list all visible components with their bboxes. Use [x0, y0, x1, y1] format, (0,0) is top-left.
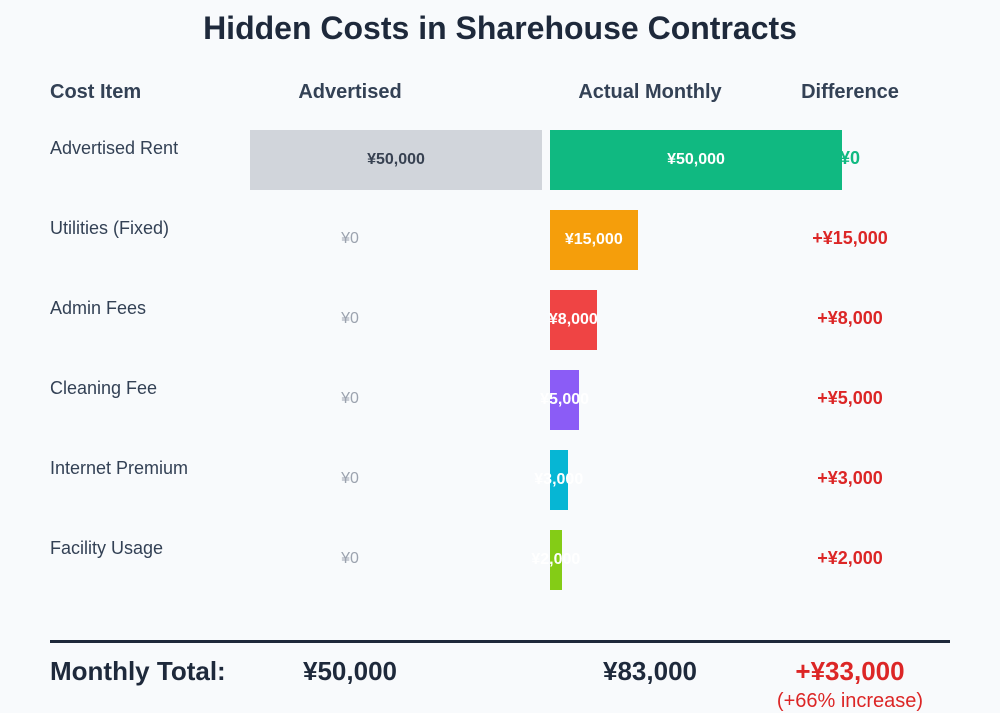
header-difference: Difference	[801, 81, 899, 103]
difference-label: +¥3,000	[817, 468, 883, 488]
actual-bar	[550, 370, 580, 430]
difference-label: +¥8,000	[817, 308, 883, 328]
advertised-zero-label: ¥0	[341, 310, 359, 327]
advertised-zero-label: ¥0	[341, 390, 359, 407]
category-label: Admin Fees	[50, 298, 147, 318]
advertised-zero-label: ¥0	[341, 230, 359, 247]
header-actual: Actual Monthly	[578, 81, 722, 103]
total-advertised: ¥50,000	[303, 656, 397, 686]
total-difference: +¥33,000	[795, 656, 905, 686]
advertised-zero-label: ¥0	[341, 470, 359, 487]
difference-label: ¥0	[839, 148, 861, 168]
advertised-bar-label: ¥50,000	[367, 151, 425, 168]
actual-bar-label: ¥8,000	[548, 311, 598, 328]
total-label: Monthly Total:	[50, 656, 226, 686]
difference-label: +¥15,000	[812, 228, 888, 248]
category-label: Internet Premium	[50, 458, 189, 478]
advertised-zero-label: ¥0	[341, 550, 359, 567]
actual-bar	[550, 530, 562, 590]
advertised-bar	[250, 130, 542, 190]
difference-label: +¥5,000	[817, 388, 883, 408]
total-actual: ¥83,000	[603, 656, 697, 686]
actual-bar	[550, 450, 568, 510]
header-advertised: Advertised	[298, 81, 402, 103]
actual-bar	[550, 130, 842, 190]
actual-bar	[550, 290, 597, 350]
chart-title: Hidden Costs in Sharehouse Contracts	[203, 10, 797, 46]
actual-bar-label: ¥2,000	[531, 551, 581, 568]
total-divider	[50, 640, 950, 643]
actual-bar-label: ¥3,000	[534, 471, 584, 488]
total-increase-note: (+66% increase)	[776, 690, 924, 712]
category-label: Facility Usage	[50, 538, 164, 558]
actual-bar	[550, 210, 638, 270]
category-label: Advertised Rent	[50, 138, 179, 158]
category-label: Cleaning Fee	[50, 378, 158, 398]
header-cost-item: Cost Item	[50, 81, 142, 103]
actual-bar-label: ¥15,000	[564, 231, 623, 248]
actual-bar-label: ¥50,000	[667, 151, 725, 168]
category-label: Utilities (Fixed)	[50, 218, 170, 238]
difference-label: +¥2,000	[817, 548, 883, 568]
actual-bar-label: ¥5,000	[540, 391, 590, 408]
